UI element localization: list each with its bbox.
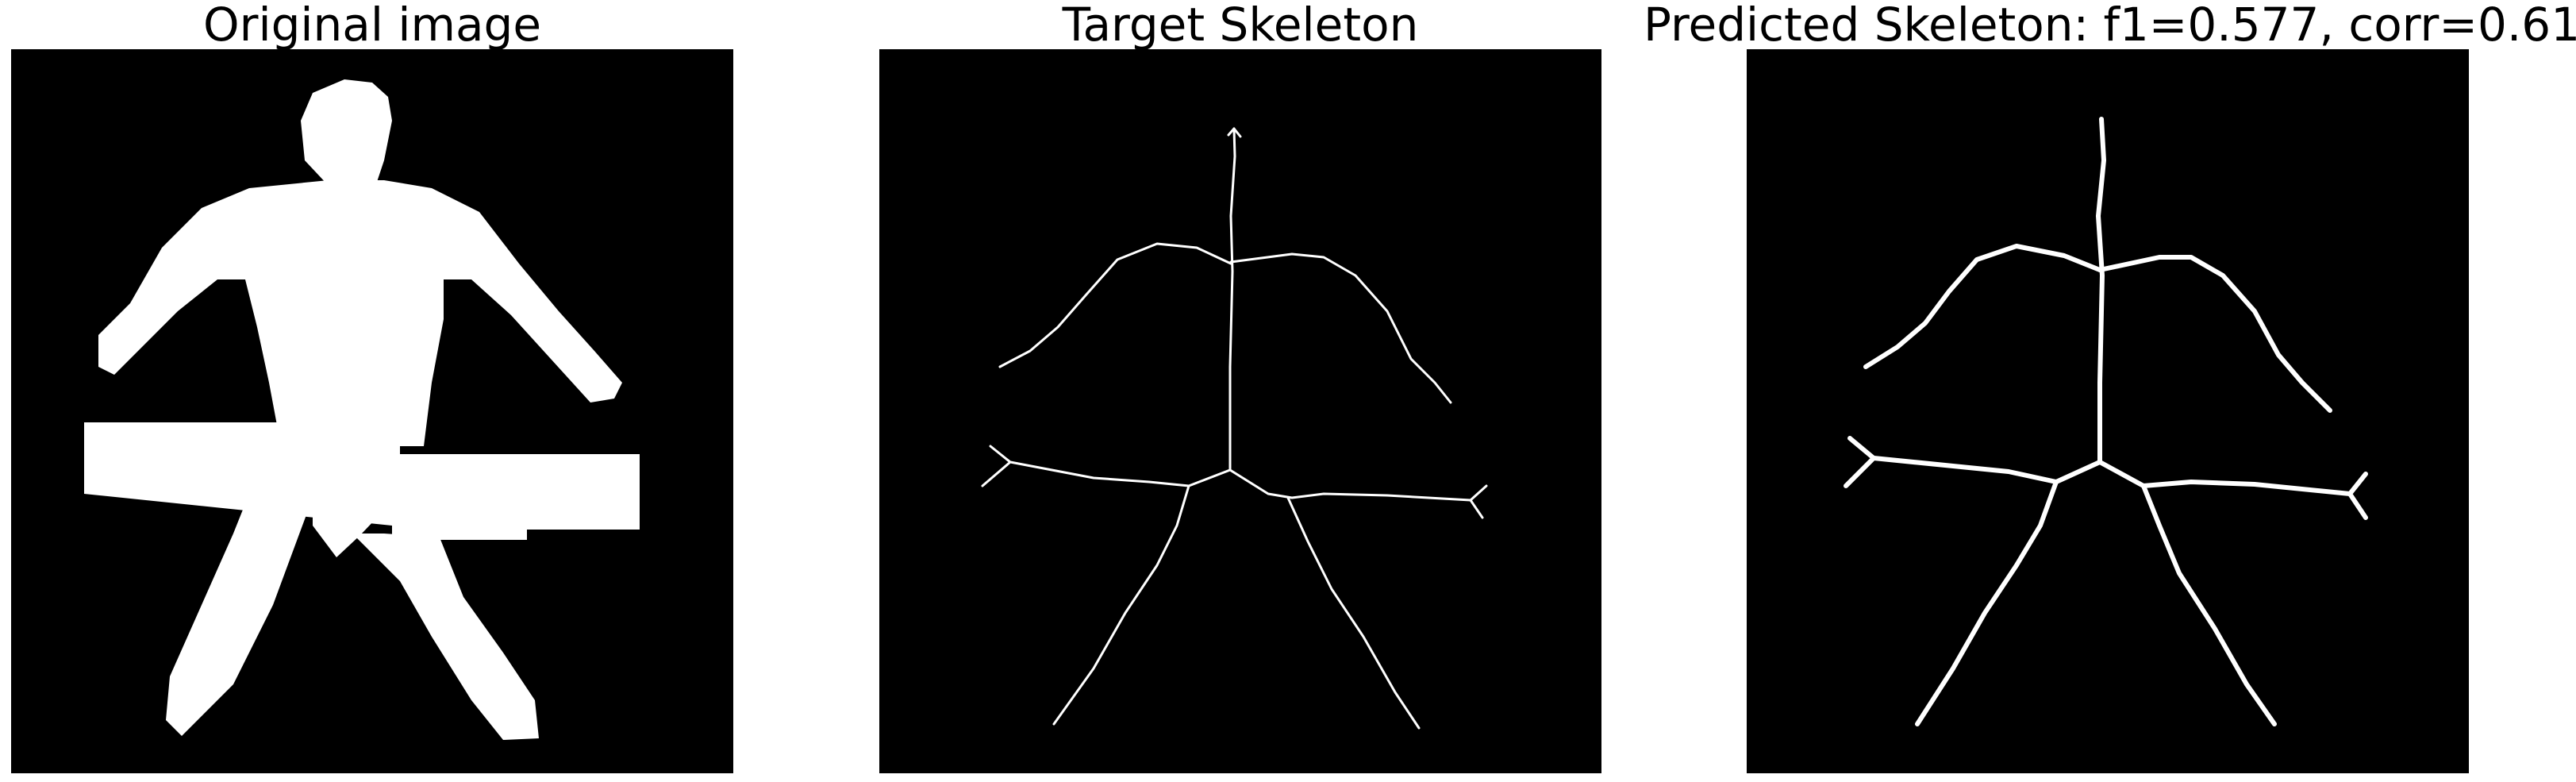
predicted-skeleton-image <box>1747 49 2469 773</box>
target-skeleton <box>879 49 1601 773</box>
panel-title-original: Original image <box>202 0 542 52</box>
predicted-skeleton <box>1747 49 2469 773</box>
original-image <box>11 49 733 773</box>
panel-title-predicted: Predicted Skeleton: f1=0.577, corr=0.613 <box>1644 0 2576 52</box>
target-skeleton-image <box>879 49 1601 773</box>
original-silhouette <box>11 49 733 773</box>
panel-title-target: Target Skeleton <box>1062 0 1419 52</box>
